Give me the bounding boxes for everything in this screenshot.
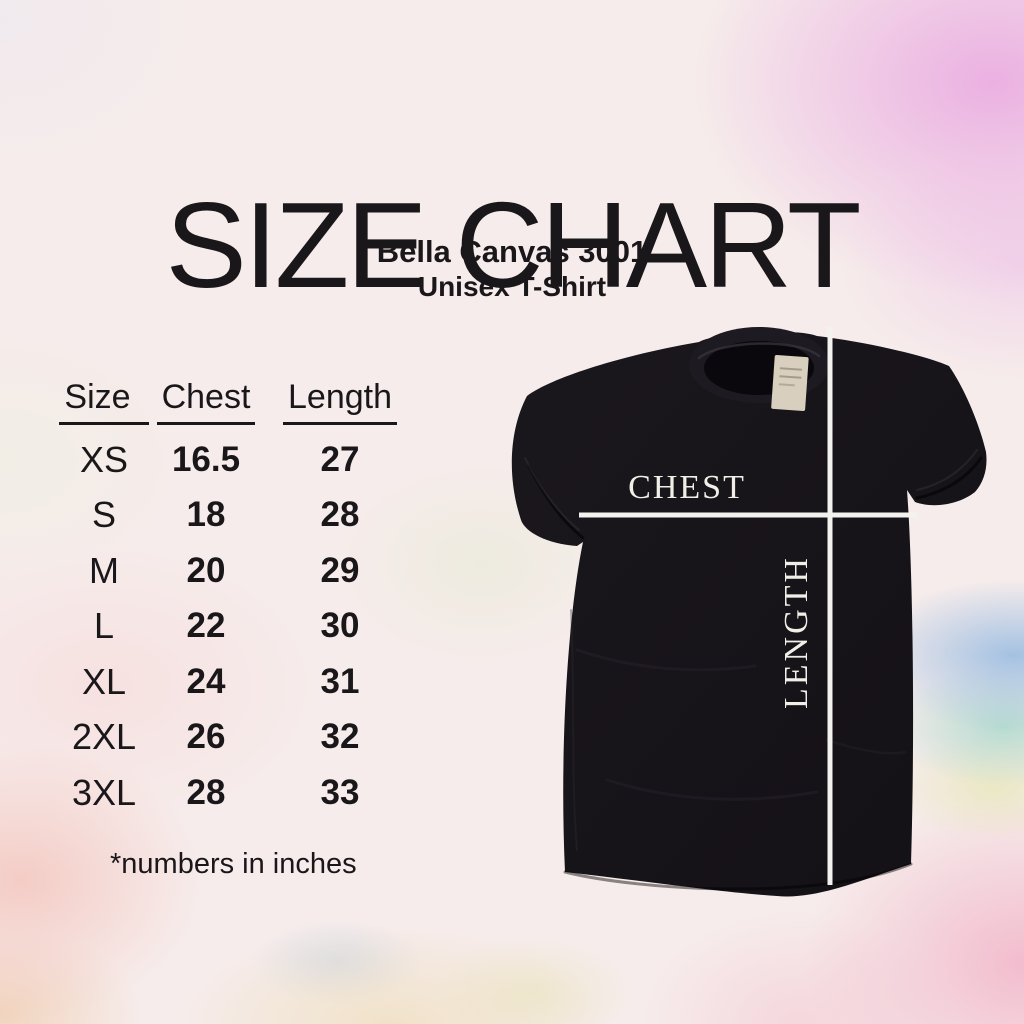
col-header-length: Length [283, 378, 397, 425]
size-cell: XL [81, 660, 127, 702]
size-table: Size Chest Length XS 16.5 27 S 18 28 M 2… [58, 370, 418, 821]
length-cell: 32 [320, 717, 360, 757]
chest-line [579, 512, 917, 518]
chest-cell: 18 [186, 495, 226, 535]
page-title: SIZE CHART [165, 176, 861, 313]
length-cell: 33 [320, 772, 360, 812]
left-cuff-highlight [524, 457, 580, 531]
size-table-header-row: Size Chest Length [58, 370, 418, 432]
tshirt-body [511, 331, 987, 897]
right-cuff-highlight [916, 449, 978, 491]
chest-cell: 26 [186, 717, 226, 757]
size-cell: XS [79, 438, 129, 480]
table-row-xl: XL 24 31 [58, 654, 418, 710]
length-cell: 30 [320, 606, 360, 646]
col-header-size: Size [59, 378, 149, 425]
right-cuff-fold [915, 456, 983, 500]
table-row-xs: XS 16.5 27 [58, 432, 418, 488]
hem-shadow [563, 862, 913, 891]
chest-cell: 24 [186, 661, 226, 701]
product-name: Bella Canvas 3001 [376, 234, 648, 269]
side-sheen [570, 609, 578, 851]
table-row-3xl: 3XL 28 33 [58, 765, 418, 821]
length-cell: 31 [320, 661, 360, 701]
tshirt-measurement-diagram: CHEST LENGTH [487, 310, 1017, 920]
collar-rim-highlight [697, 342, 821, 360]
chest-cell: 22 [186, 606, 226, 646]
size-cell: 3XL [71, 771, 137, 813]
chest-cell: 16.5 [171, 439, 241, 479]
length-cell: 28 [320, 495, 360, 535]
table-row-2xl: 2XL 26 32 [58, 710, 418, 766]
chest-cell: 28 [186, 772, 226, 812]
size-cell: 2XL [71, 716, 137, 758]
brand-tag [771, 355, 809, 411]
col-header-chest: Chest [156, 378, 256, 425]
body-wrinkle [575, 648, 757, 672]
length-cell: 29 [320, 550, 360, 590]
length-label: LENGTH [778, 555, 815, 709]
size-cell: M [89, 549, 119, 591]
tshirt-photo: CHEST LENGTH [511, 327, 987, 897]
table-row-m: M 20 29 [58, 543, 418, 599]
size-cell: S [91, 494, 116, 536]
length-line [827, 327, 833, 885]
body-wrinkle [605, 778, 819, 801]
chest-label: CHEST [628, 469, 746, 506]
size-cell: L [93, 605, 115, 647]
length-cell: 27 [320, 439, 360, 479]
table-row-s: S 18 28 [58, 488, 418, 544]
chest-cell: 20 [186, 550, 226, 590]
product-type: Unisex T-Shirt [417, 271, 607, 302]
body-wrinkle [825, 738, 907, 755]
table-row-l: L 22 30 [58, 599, 418, 655]
units-footnote: *numbers in inches [110, 848, 357, 880]
